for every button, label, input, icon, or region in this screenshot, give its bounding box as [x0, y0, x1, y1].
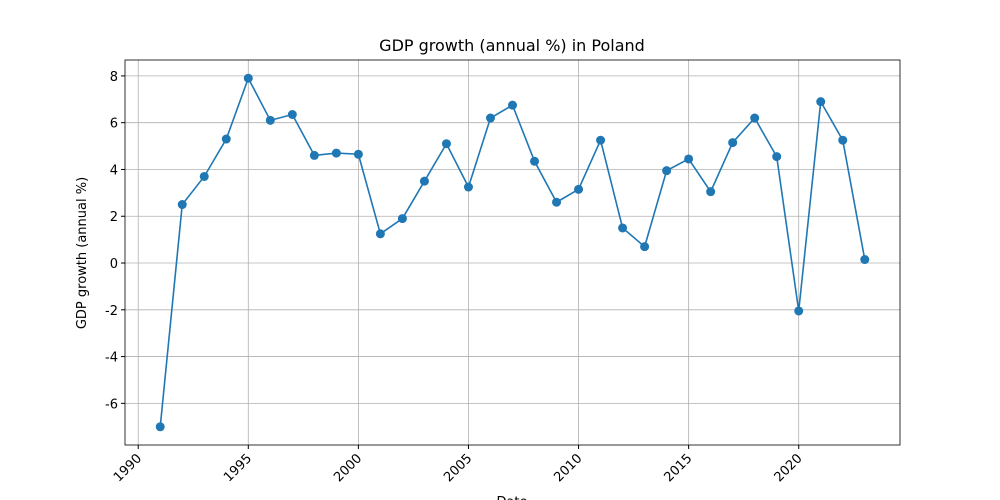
data-point [397, 214, 407, 224]
data-point [177, 200, 187, 210]
y-tick-label: -4 [105, 351, 118, 366]
data-point [860, 255, 870, 265]
data-point [728, 138, 738, 148]
x-axis-label: Date [496, 495, 527, 500]
data-point [640, 242, 650, 252]
data-point [662, 166, 672, 176]
data-point [838, 135, 848, 145]
data-point [750, 113, 760, 123]
data-point [309, 150, 319, 160]
data-point [552, 197, 562, 207]
data-point [331, 148, 341, 158]
y-tick-label: -2 [105, 304, 118, 319]
y-tick-label: 8 [110, 70, 118, 85]
data-point [287, 109, 297, 119]
data-point [463, 182, 473, 192]
data-point [485, 113, 495, 123]
y-tick-label: 4 [110, 163, 118, 178]
y-tick-label: 0 [110, 257, 118, 272]
data-point [508, 100, 517, 110]
data-point [574, 184, 584, 194]
data-point [221, 134, 231, 144]
data-point [530, 156, 540, 166]
data-point [441, 139, 451, 149]
data-point [684, 154, 694, 164]
data-point [375, 229, 385, 239]
data-point [618, 223, 628, 233]
chart-title: GDP growth (annual %) in Poland [379, 36, 645, 55]
y-tick-label: 6 [110, 117, 118, 132]
data-point [706, 187, 716, 197]
data-point [772, 152, 782, 162]
data-point [816, 97, 826, 107]
data-point [419, 176, 429, 186]
data-point [794, 306, 804, 316]
y-tick-label: 2 [110, 210, 118, 225]
data-point [353, 149, 363, 159]
data-point [199, 171, 209, 181]
plot-frame [124, 59, 901, 446]
data-point [155, 422, 165, 432]
data-point [596, 135, 606, 145]
y-axis-label: GDP growth (annual %) [75, 177, 90, 329]
y-tick-label: -6 [105, 397, 118, 412]
data-point [265, 115, 275, 125]
data-point [243, 73, 253, 83]
